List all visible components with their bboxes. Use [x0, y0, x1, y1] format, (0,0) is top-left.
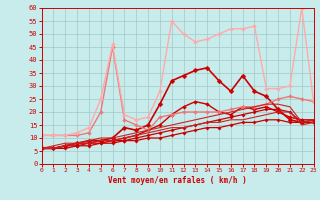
- X-axis label: Vent moyen/en rafales ( km/h ): Vent moyen/en rafales ( km/h ): [108, 176, 247, 185]
